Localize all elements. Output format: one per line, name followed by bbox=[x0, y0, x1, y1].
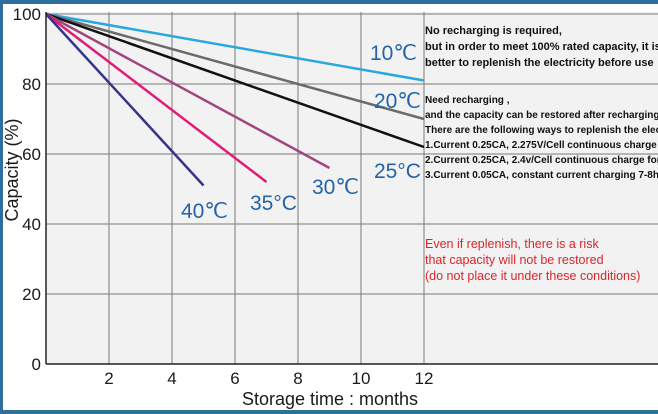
x-tick-label: 4 bbox=[167, 369, 176, 388]
annotation-zone2: Need recharging , and the capacity can b… bbox=[425, 95, 658, 181]
y-tick-label: 20 bbox=[22, 285, 41, 304]
zone3-line-2: that capacity will not be restored bbox=[425, 253, 604, 267]
zone3-line-1: Even if replenish, there is a risk bbox=[425, 237, 599, 251]
series-labels: 10℃ 20℃ 25°C 30℃ 35°C 40℃ bbox=[181, 42, 421, 223]
annotation-zone3: Even if replenish, there is a risk that … bbox=[425, 237, 640, 283]
series-line-2 bbox=[46, 12, 425, 149]
grid bbox=[46, 12, 658, 365]
x-tick-label: 8 bbox=[293, 369, 302, 388]
label-30c: 30℃ bbox=[312, 176, 359, 199]
series-line-4 bbox=[46, 13, 268, 183]
y-tick-label: 100 bbox=[13, 5, 41, 24]
zone2-line-1: Need recharging , bbox=[425, 95, 510, 106]
zone2-line-4: 1.Current 0.25CA, 2.275V/Cell continuous… bbox=[425, 140, 658, 151]
y-tick-label: 80 bbox=[22, 75, 41, 94]
series-line-0 bbox=[46, 12, 425, 82]
zone1-line-2: but in order to meet 100% rated capacity… bbox=[425, 41, 658, 53]
label-35c: 35°C bbox=[250, 192, 297, 215]
series-lines bbox=[46, 12, 425, 187]
y-axis-title: Capacity (%) bbox=[2, 118, 22, 221]
y-tick-label: 60 bbox=[22, 145, 41, 164]
label-25c: 25°C bbox=[374, 160, 421, 183]
series-line-1 bbox=[46, 12, 425, 121]
zone2-line-5: 2.Current 0.25CA, 2.4v/Cell continuous c… bbox=[425, 155, 658, 166]
label-40c: 40℃ bbox=[181, 200, 228, 223]
annotation-zone1: No recharging is required, but in order … bbox=[425, 25, 658, 69]
x-tick-label: 6 bbox=[230, 369, 239, 388]
zone2-line-2: and the capacity can be restored after r… bbox=[425, 110, 658, 121]
zone2-line-6: 3.Current 0.05CA, constant current charg… bbox=[425, 170, 658, 181]
y-tick-labels: 0 20 40 60 80 100 bbox=[13, 5, 41, 374]
zone3-line-3: (do not place it under these conditions) bbox=[425, 269, 640, 283]
x-tick-label: 2 bbox=[104, 369, 113, 388]
zone2-line-3: There are the following ways to replenis… bbox=[425, 125, 658, 136]
label-20c: 20℃ bbox=[374, 90, 421, 113]
label-10c: 10℃ bbox=[370, 42, 417, 65]
y-tick-label: 40 bbox=[22, 215, 41, 234]
x-axis-title: Storage time : months bbox=[242, 389, 418, 409]
x-tick-label: 12 bbox=[415, 369, 434, 388]
y-tick-label: 0 bbox=[32, 355, 41, 374]
x-tick-labels: 2 4 6 8 10 12 bbox=[104, 369, 433, 388]
zone1-line-3: better to replenish the electricity befo… bbox=[425, 57, 654, 69]
zone1-line-1: No recharging is required, bbox=[425, 25, 562, 37]
x-tick-label: 10 bbox=[352, 369, 371, 388]
series-line-5 bbox=[46, 13, 205, 187]
series-line-3 bbox=[46, 12, 331, 170]
